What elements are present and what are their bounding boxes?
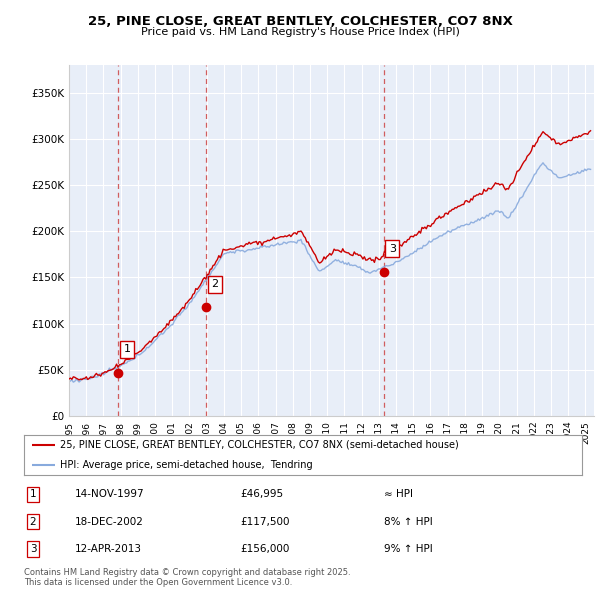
- Text: Contains HM Land Registry data © Crown copyright and database right 2025.
This d: Contains HM Land Registry data © Crown c…: [24, 568, 350, 587]
- Text: 8% ↑ HPI: 8% ↑ HPI: [384, 517, 433, 526]
- Text: 3: 3: [29, 544, 37, 553]
- Text: 25, PINE CLOSE, GREAT BENTLEY, COLCHESTER, CO7 8NX (semi-detached house): 25, PINE CLOSE, GREAT BENTLEY, COLCHESTE…: [60, 440, 459, 450]
- Text: 25, PINE CLOSE, GREAT BENTLEY, COLCHESTER, CO7 8NX: 25, PINE CLOSE, GREAT BENTLEY, COLCHESTE…: [88, 15, 512, 28]
- Text: 9% ↑ HPI: 9% ↑ HPI: [384, 544, 433, 553]
- Text: HPI: Average price, semi-detached house,  Tendring: HPI: Average price, semi-detached house,…: [60, 460, 313, 470]
- Text: 2: 2: [29, 517, 37, 526]
- Text: 3: 3: [389, 244, 396, 254]
- Text: £46,995: £46,995: [240, 490, 283, 499]
- Text: 2: 2: [211, 279, 218, 289]
- Text: 14-NOV-1997: 14-NOV-1997: [75, 490, 145, 499]
- Text: 1: 1: [124, 345, 131, 355]
- Text: ≈ HPI: ≈ HPI: [384, 490, 413, 499]
- Text: £117,500: £117,500: [240, 517, 290, 526]
- Text: 12-APR-2013: 12-APR-2013: [75, 544, 142, 553]
- Text: 1: 1: [29, 490, 37, 499]
- Text: Price paid vs. HM Land Registry's House Price Index (HPI): Price paid vs. HM Land Registry's House …: [140, 27, 460, 37]
- Text: 18-DEC-2002: 18-DEC-2002: [75, 517, 144, 526]
- Text: £156,000: £156,000: [240, 544, 289, 553]
